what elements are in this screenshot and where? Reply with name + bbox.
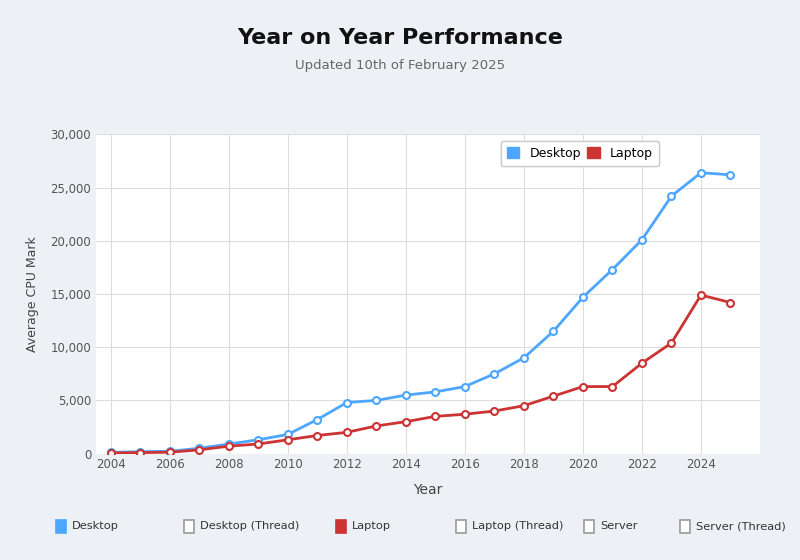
Text: Laptop: Laptop xyxy=(352,521,391,531)
Text: Desktop: Desktop xyxy=(72,521,119,531)
Text: Laptop (Thread): Laptop (Thread) xyxy=(472,521,563,531)
Legend: Desktop, Laptop: Desktop, Laptop xyxy=(501,141,659,166)
Text: Server: Server xyxy=(600,521,638,531)
Text: Desktop (Thread): Desktop (Thread) xyxy=(200,521,299,531)
X-axis label: Year: Year xyxy=(414,483,442,497)
Y-axis label: Average CPU Mark: Average CPU Mark xyxy=(26,236,39,352)
Text: Year on Year Performance: Year on Year Performance xyxy=(237,28,563,48)
Text: Updated 10th of February 2025: Updated 10th of February 2025 xyxy=(295,59,505,72)
Text: Server (Thread): Server (Thread) xyxy=(696,521,786,531)
